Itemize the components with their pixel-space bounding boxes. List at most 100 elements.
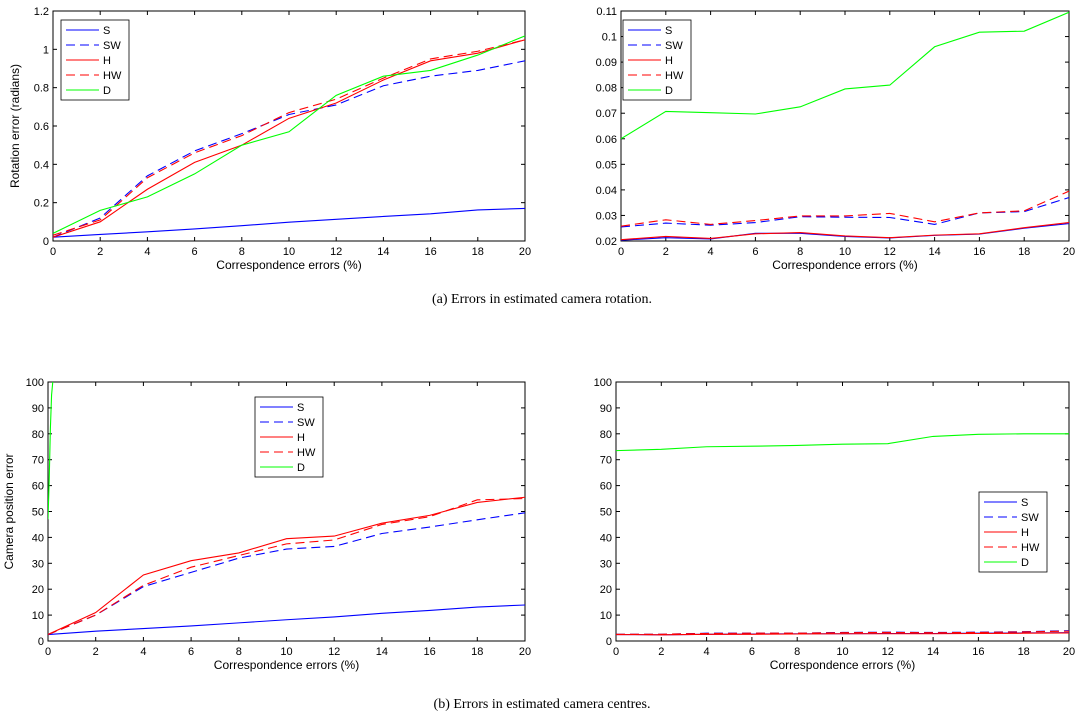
series-line-sw bbox=[53, 60, 525, 238]
series-line-h bbox=[48, 496, 525, 636]
y-tick-label: 10 bbox=[32, 610, 44, 622]
y-tick-label: 80 bbox=[600, 429, 612, 441]
y-tick-label: 30 bbox=[32, 558, 44, 570]
series-lines bbox=[616, 433, 1069, 636]
y-tick-label: 0.6 bbox=[34, 121, 49, 133]
x-tick-label: 20 bbox=[519, 246, 531, 258]
x-tick-label: 4 bbox=[704, 646, 710, 658]
legend-label-h: H bbox=[103, 55, 111, 67]
caption-b: (b) Errors in estimated camera centres. bbox=[434, 697, 651, 712]
series-line-hw bbox=[48, 498, 525, 636]
y-tick-label: 0.2 bbox=[34, 198, 49, 210]
x-tick-label: 16 bbox=[424, 246, 436, 258]
series-line-s bbox=[48, 604, 525, 636]
series-lines bbox=[621, 11, 1069, 241]
series-line-s bbox=[53, 207, 525, 238]
series-line-hw bbox=[616, 630, 1069, 635]
y-tick-label: 80 bbox=[32, 429, 44, 441]
x-tick-label: 14 bbox=[928, 246, 940, 258]
legend: S SW H HW D bbox=[254, 396, 324, 478]
series-line-d bbox=[621, 11, 1069, 140]
legend-label-h: H bbox=[1021, 527, 1029, 539]
legend-label-hw: HW bbox=[103, 70, 122, 82]
x-tick-label: 12 bbox=[328, 646, 340, 658]
x-tick-label: 20 bbox=[519, 646, 531, 658]
x-tick-label: 4 bbox=[140, 646, 146, 658]
series-line-d bbox=[53, 35, 525, 234]
series-line-hw bbox=[621, 190, 1069, 227]
y-tick-label: 0 bbox=[43, 236, 49, 248]
x-tick-label: 2 bbox=[658, 646, 664, 658]
y-tick-label: 50 bbox=[600, 507, 612, 519]
chart-4: 0 2 4 6 8 10 12 14 16 18 20 0 10 20 30 40 50 60 70 80 90 100 C… bbox=[594, 377, 1075, 672]
legend-label-h: H bbox=[665, 55, 673, 67]
chart-2: 0 2 4 6 8 10 12 14 16 18 20 0.02 0.03 0.04 0.05 0.06 0.0… bbox=[596, 6, 1076, 272]
series-line-sw bbox=[48, 512, 525, 636]
x-tick-label: 0 bbox=[45, 646, 51, 658]
x-tick-label: 14 bbox=[377, 246, 389, 258]
x-tick-label: 12 bbox=[882, 646, 894, 658]
y-tick-label: 0.04 bbox=[596, 185, 617, 197]
y-tick-label: 50 bbox=[32, 507, 44, 519]
legend-label-hw: HW bbox=[665, 70, 684, 82]
legend-label-d: D bbox=[665, 85, 673, 97]
plots-group: 0 2 4 6 8 10 12 14 16 18 2000.20.40.60.811.2Corres… bbox=[2, 6, 1075, 672]
y-tick-label: 0.08 bbox=[596, 83, 617, 95]
series-line-hw bbox=[53, 39, 525, 236]
x-tick-label: 0 bbox=[618, 246, 624, 258]
x-tick-label: 2 bbox=[93, 646, 99, 658]
y-tick-label: 40 bbox=[600, 532, 612, 544]
legend-label-s: S bbox=[1021, 497, 1028, 509]
x-tick-label: 4 bbox=[708, 246, 714, 258]
x-tick-label: 6 bbox=[749, 646, 755, 658]
x-axis-label: Correspondence errors (%) bbox=[772, 258, 917, 272]
x-tick-label: 18 bbox=[471, 646, 483, 658]
x-axis-label: Correspondence errors (%) bbox=[216, 258, 361, 272]
x-tick-label: 16 bbox=[423, 646, 435, 658]
x-tick-label: 10 bbox=[280, 646, 292, 658]
x-tick-label: 6 bbox=[188, 646, 194, 658]
y-tick-label: 0.05 bbox=[596, 159, 617, 171]
x-tick-label: 12 bbox=[330, 246, 342, 258]
series-lines bbox=[48, 382, 525, 636]
y-tick-label: 40 bbox=[32, 532, 44, 544]
x-tick-label: 0 bbox=[613, 646, 619, 658]
y-tick-label: 0.4 bbox=[34, 159, 49, 171]
y-tick-label: 0.8 bbox=[34, 83, 49, 95]
y-tick-label: 100 bbox=[594, 377, 612, 389]
x-tick-label: 10 bbox=[283, 246, 295, 258]
y-tick-label: 90 bbox=[600, 403, 612, 415]
x-axis-label: Correspondence errors (%) bbox=[214, 658, 359, 672]
x-tick-label: 8 bbox=[794, 646, 800, 658]
x-tick-label: 8 bbox=[239, 246, 245, 258]
x-tick-label: 6 bbox=[192, 246, 198, 258]
legend-label-s: S bbox=[297, 402, 304, 414]
y-tick-label: 0 bbox=[606, 636, 612, 648]
legend-label-sw: SW bbox=[103, 40, 121, 52]
y-axis-label: Rotation error (radians) bbox=[8, 64, 22, 188]
legend: S SW H HW D bbox=[622, 19, 692, 101]
x-tick-label: 16 bbox=[972, 646, 984, 658]
series-line-h bbox=[621, 222, 1069, 241]
y-tick-label: 0 bbox=[38, 636, 44, 648]
legend-label-s: S bbox=[103, 25, 110, 37]
legend: S SW H HW D bbox=[978, 491, 1048, 573]
y-axis-label: Camera position error bbox=[2, 453, 16, 569]
chart-3: 0 2 4 6 8 10 12 14 16 18 20 0 10 20 30 40 50 60 70 80 90 100 C… bbox=[2, 377, 531, 672]
y-tick-label: 10 bbox=[600, 610, 612, 622]
legend-label-d: D bbox=[297, 462, 305, 474]
y-tick-label: 0.06 bbox=[596, 134, 617, 146]
y-tick-label: 1.2 bbox=[34, 6, 49, 18]
x-tick-label: 10 bbox=[836, 646, 848, 658]
x-tick-label: 14 bbox=[927, 646, 939, 658]
y-tick-label: 20 bbox=[600, 584, 612, 596]
y-tick-label: 0.07 bbox=[596, 108, 617, 120]
x-tick-label: 0 bbox=[50, 246, 56, 258]
y-tick-label: 60 bbox=[32, 481, 44, 493]
x-tick-label: 16 bbox=[973, 246, 985, 258]
legend-label-s: S bbox=[665, 25, 672, 37]
y-tick-label: 60 bbox=[600, 481, 612, 493]
series-lines bbox=[53, 35, 525, 238]
caption-a: (a) Errors in estimated camera rotation. bbox=[432, 292, 652, 307]
